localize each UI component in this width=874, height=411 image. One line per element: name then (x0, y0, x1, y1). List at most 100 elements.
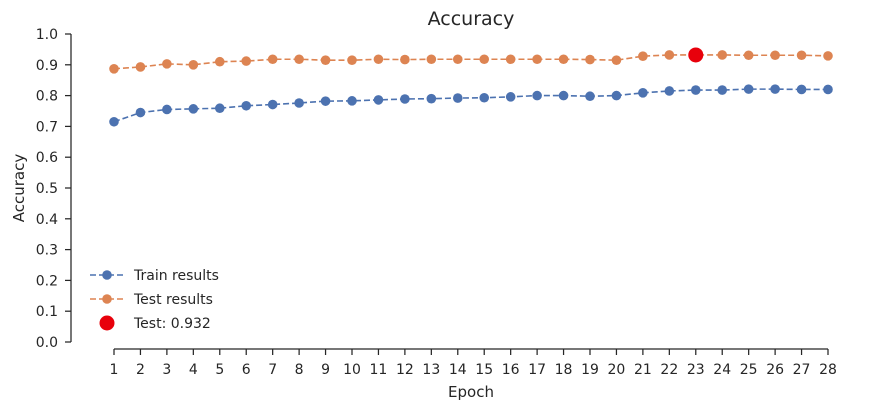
data-point (796, 50, 807, 61)
data-point (267, 54, 278, 65)
data-point (823, 51, 833, 61)
x-tick-label: 21 (634, 362, 652, 378)
x-tick-label: 9 (321, 362, 330, 378)
data-point (294, 54, 304, 65)
data-point (796, 84, 807, 95)
legend-label: Test: 0.932 (133, 316, 211, 332)
data-point (188, 104, 199, 114)
data-point (214, 56, 225, 67)
data-point (241, 56, 252, 66)
y-tick-label: 0.2 (36, 273, 58, 289)
legend-label: Test results (133, 292, 213, 308)
data-point (823, 84, 833, 95)
y-tick-label: 0.7 (36, 119, 58, 135)
data-point (558, 54, 569, 65)
x-tick-label: 12 (396, 362, 414, 378)
x-tick-label: 6 (242, 362, 251, 378)
legend: Train results Test results Test: 0.932 (90, 268, 219, 332)
data-point (162, 104, 172, 115)
data-point (638, 88, 648, 98)
data-point (770, 50, 780, 61)
data-point (611, 55, 622, 65)
x-tick-label: 15 (475, 362, 493, 378)
data-point (452, 93, 463, 103)
data-point (214, 103, 225, 114)
y-tick-label: 0.4 (36, 212, 58, 228)
data-point (505, 92, 516, 102)
data-point (320, 96, 331, 106)
data-point (188, 60, 199, 70)
x-tick-label: 18 (555, 362, 573, 378)
data-point (664, 86, 675, 96)
x-ticks: 1 2 3 4 5 6 7 8 9 10 11 12 13 14 15 16 17 18 19 20 21 22 23 24 2… (110, 349, 837, 378)
y-tick-label: 0.0 (36, 335, 58, 351)
x-tick-label: 14 (449, 362, 467, 378)
x-tick-label: 7 (268, 362, 277, 378)
data-point (532, 90, 542, 101)
legend-marker (102, 294, 112, 304)
x-tick-label: 17 (528, 362, 546, 378)
y-tick-label: 0.5 (36, 181, 58, 197)
legend-item: Train results (90, 268, 219, 284)
legend-label: Train results (133, 268, 219, 284)
y-tick-label: 0.8 (36, 89, 58, 105)
y-tick-label: 0.9 (36, 58, 58, 74)
y-tick-label: 0.1 (36, 304, 58, 320)
data-point (347, 96, 357, 106)
data-point (109, 116, 119, 127)
data-point (585, 54, 595, 65)
data-point (532, 54, 542, 65)
y-tick-label: 1.0 (36, 27, 58, 43)
x-tick-label: 11 (370, 362, 388, 378)
data-point (611, 90, 622, 101)
data-point (717, 50, 728, 60)
x-tick-label: 3 (162, 362, 171, 378)
data-point (241, 100, 252, 111)
data-point (664, 50, 675, 60)
series-line (113, 88, 828, 123)
series-0 (109, 84, 833, 127)
y-tick-label: 0.3 (36, 243, 58, 259)
data-point (267, 99, 278, 110)
data-point (426, 93, 437, 104)
y-axis-label: Accuracy (10, 154, 28, 223)
x-tick-label: 10 (343, 362, 361, 378)
series-layer (109, 50, 833, 127)
data-point (558, 90, 569, 101)
x-tick-label: 20 (608, 362, 626, 378)
x-tick-label: 23 (687, 362, 705, 378)
legend-item: Test results (90, 292, 213, 308)
data-point (638, 51, 648, 61)
data-point (294, 98, 304, 108)
x-tick-label: 2 (136, 362, 145, 378)
x-tick-label: 22 (660, 362, 678, 378)
series-1 (109, 50, 833, 74)
data-point (452, 54, 463, 65)
data-point (320, 55, 331, 65)
data-point (400, 94, 410, 104)
x-tick-label: 27 (793, 362, 811, 378)
data-point (585, 91, 595, 102)
x-tick-label: 25 (740, 362, 758, 378)
data-point (770, 84, 780, 94)
data-point (426, 54, 437, 65)
data-point (479, 54, 490, 65)
data-point (109, 64, 119, 74)
data-point (505, 54, 516, 65)
x-tick-label: 4 (189, 362, 198, 378)
highlight-layer (688, 47, 704, 63)
y-tick-label: 0.6 (36, 150, 58, 166)
data-point (162, 59, 172, 69)
y-ticks: 0.0 0.1 0.2 0.3 0.4 0.5 0.6 0.7 0.8 0.9 1.0 (36, 27, 71, 351)
x-tick-label: 16 (502, 362, 520, 378)
series-line (113, 54, 829, 70)
x-tick-label: 24 (713, 362, 731, 378)
data-point (743, 50, 754, 61)
x-axis-label: Epoch (448, 383, 494, 401)
legend-item: Test: 0.932 (99, 315, 211, 332)
x-tick-label: 26 (766, 362, 784, 378)
x-tick-label: 28 (819, 362, 837, 378)
data-point (135, 62, 146, 72)
data-point (743, 84, 754, 94)
